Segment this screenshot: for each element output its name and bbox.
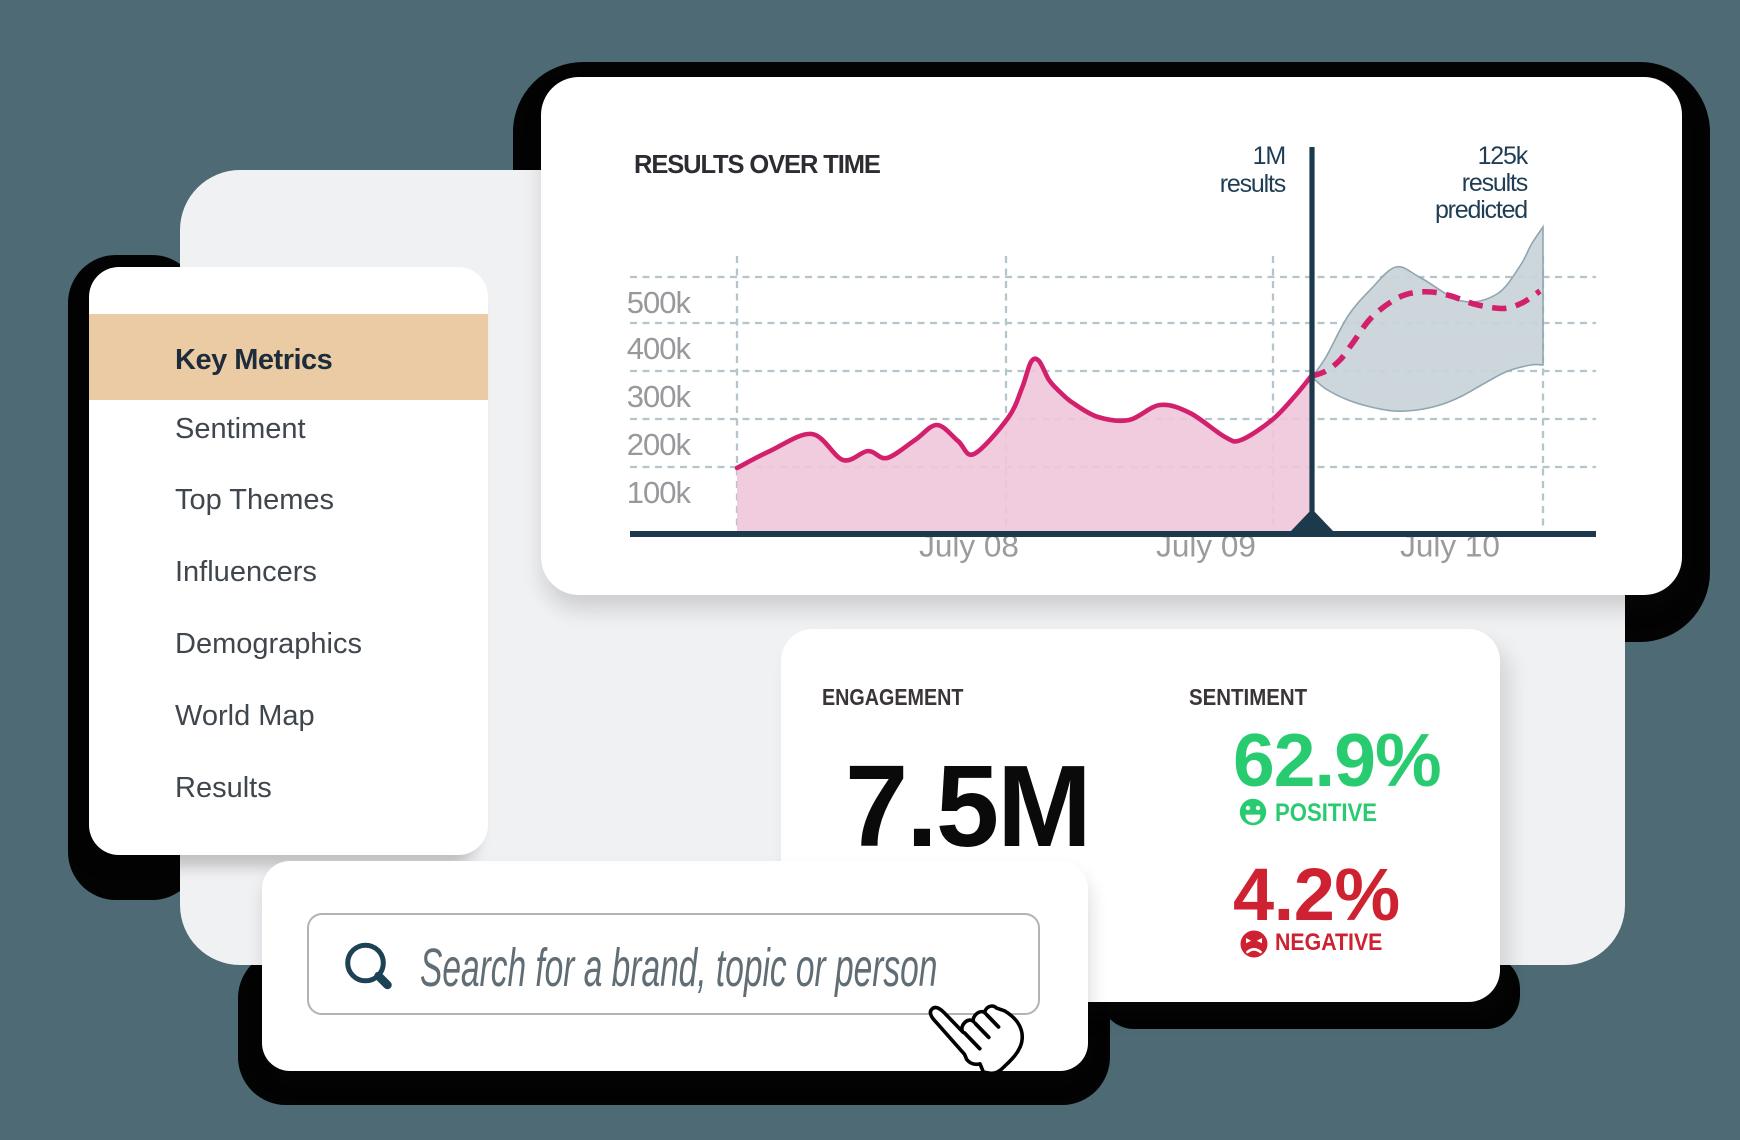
svg-text:1M: 1M: [1253, 142, 1285, 170]
svg-text:100k: 100k: [627, 475, 692, 510]
svg-text:125k: 125k: [1478, 142, 1529, 170]
svg-text:results: results: [1462, 169, 1528, 197]
svg-text:predicted: predicted: [1435, 196, 1527, 224]
svg-text:RESULTS OVER TIME: RESULTS OVER TIME: [634, 151, 881, 179]
svg-text:300k: 300k: [627, 379, 692, 414]
svg-text:200k: 200k: [627, 427, 692, 462]
svg-text:results: results: [1220, 170, 1286, 198]
svg-text:400k: 400k: [627, 331, 692, 366]
svg-text:500k: 500k: [627, 285, 692, 320]
